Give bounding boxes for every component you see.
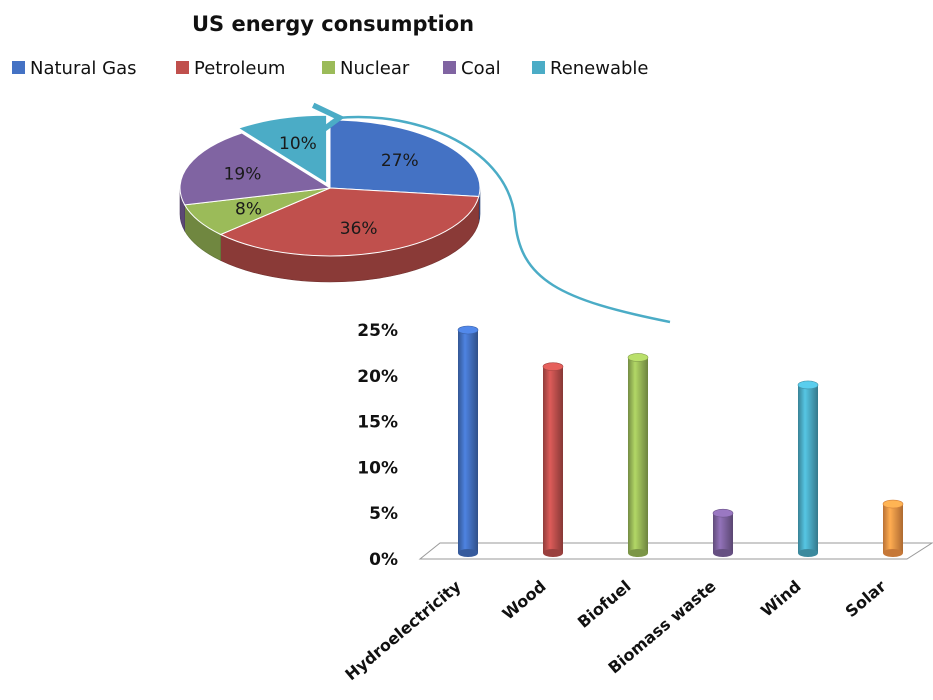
bar-body <box>713 513 733 553</box>
bar-base <box>628 549 648 557</box>
pie-slice-coal <box>179 132 332 206</box>
x-tick-label: Wood <box>499 577 550 624</box>
pie-chart: 27% 36% 8% 19% 10% <box>179 114 481 283</box>
legend-label: Coal <box>461 58 501 79</box>
bar-wood <box>542 362 564 557</box>
legend-label: Renewable <box>550 58 649 79</box>
x-tick-label: Solar <box>842 576 890 621</box>
legend-item-coal: Coal <box>443 58 501 79</box>
pie-label-petroleum: 36% <box>340 219 378 239</box>
bar-cap <box>457 325 479 335</box>
pie-slice-petroleum <box>219 187 480 257</box>
legend-item-petroleum: Petroleum <box>176 58 285 79</box>
bar-cap <box>712 508 734 518</box>
x-tick-label: Biofuel <box>574 577 635 632</box>
connector-arrow <box>337 117 671 324</box>
bar-base <box>713 549 733 557</box>
pie-slice-natural-gas <box>329 119 481 198</box>
bar-biomass-waste <box>712 508 734 557</box>
legend-swatch <box>443 61 456 74</box>
bar-cap <box>542 362 564 371</box>
y-tick-label: 5% <box>369 504 398 524</box>
legend-item-renewable: Renewable <box>532 58 649 79</box>
bar-base <box>458 549 478 557</box>
bar-hydroelectricity <box>457 325 479 557</box>
legend-label: Petroleum <box>194 58 285 79</box>
bar-base <box>883 549 903 557</box>
legend-label: Nuclear <box>340 58 410 79</box>
x-tick-label: Wind <box>757 577 804 621</box>
bar-cap <box>797 380 819 390</box>
pie-label-nuclear: 8% <box>235 199 262 219</box>
chart-floor <box>418 542 933 560</box>
pie-label-renewable: 10% <box>279 134 317 154</box>
bar-base <box>543 549 563 557</box>
chart-title: US energy consumption <box>192 12 474 36</box>
legend: Natural Gas Petroleum Nuclear Coal Renewable <box>12 58 649 79</box>
y-tick-label: 15% <box>357 413 398 433</box>
bar-chart: 0% 5% 10% 15% 20% 25% Hydroelectricity Wood Biof… <box>341 321 933 684</box>
bar-cap <box>627 353 649 362</box>
legend-label: Natural Gas <box>30 58 136 79</box>
y-tick-label: 25% <box>357 321 398 341</box>
bar-wind <box>797 380 819 557</box>
y-tick-label: 20% <box>357 367 398 387</box>
bar-body <box>628 357 648 553</box>
pie-label-coal: 19% <box>224 165 262 185</box>
bar-cap <box>882 499 904 509</box>
legend-item-nuclear: Nuclear <box>322 58 410 79</box>
x-tick-label: Hydroelectricity <box>341 576 465 684</box>
bar-biofuel <box>627 353 649 557</box>
bar-solar <box>882 499 904 557</box>
bar-body <box>458 330 478 553</box>
legend-swatch <box>176 61 189 74</box>
bar-base <box>798 549 818 557</box>
bar-body <box>883 504 903 553</box>
legend-swatch <box>322 61 335 74</box>
pie-label-natural-gas: 27% <box>381 151 419 171</box>
y-tick-label: 10% <box>357 458 398 478</box>
legend-item-natural-gas: Natural Gas <box>12 58 136 79</box>
y-tick-label: 0% <box>369 550 398 570</box>
bar-body <box>543 366 563 553</box>
legend-swatch <box>532 61 545 74</box>
legend-swatch <box>12 61 25 74</box>
bar-body <box>798 384 818 553</box>
